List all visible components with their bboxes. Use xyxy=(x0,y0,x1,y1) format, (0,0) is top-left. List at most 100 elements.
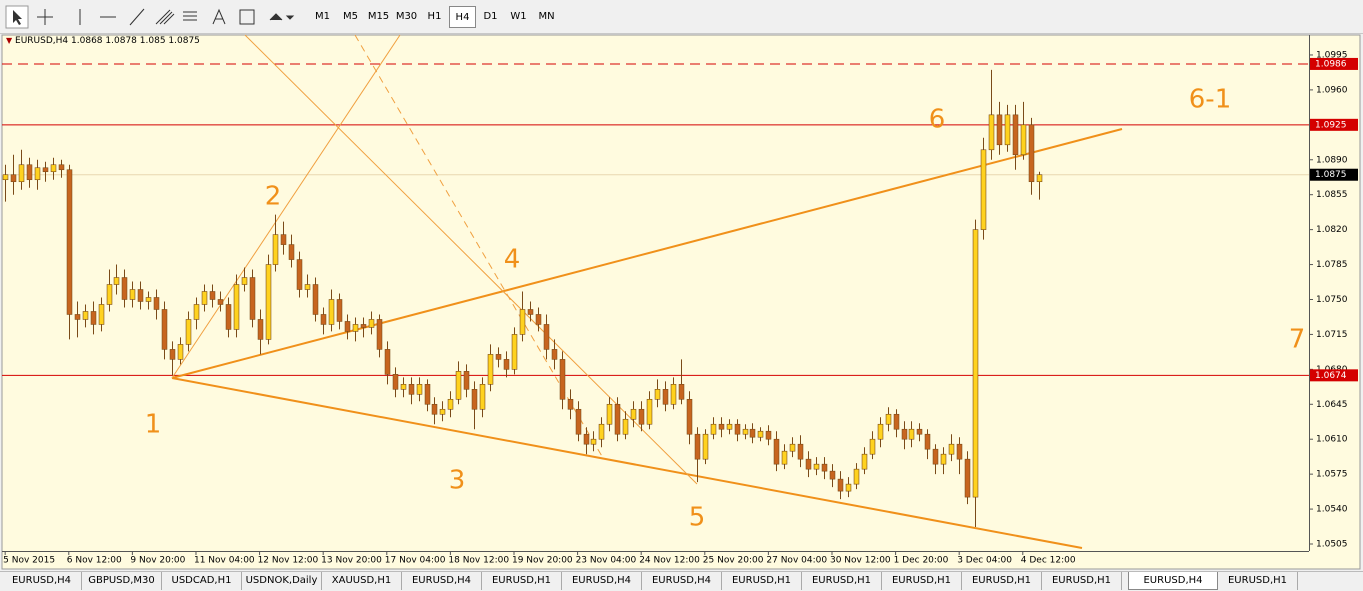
chart-tab[interactable]: EURUSD,H1 xyxy=(722,572,802,590)
x-tick-label: 23 Nov 04:00 xyxy=(576,556,637,566)
x-tick-label: 30 Nov 12:00 xyxy=(830,556,891,566)
chart-header: ▼ EURUSD,H4 1.0868 1.0878 1.085 1.0875 xyxy=(6,36,200,46)
trendline-tool[interactable] xyxy=(129,8,145,26)
candle-body xyxy=(225,304,232,330)
y-tick-label: 1.0785 xyxy=(1316,260,1348,270)
toolbar: M1 M5 M15 M30 H1 H4 D1 W1 MN xyxy=(0,0,1363,34)
chart-tab[interactable]: EURUSD,H1 xyxy=(962,572,1042,590)
candle-body xyxy=(1012,114,1019,156)
candle-body xyxy=(272,234,279,265)
arrows-tool[interactable] xyxy=(269,13,295,21)
candle-body xyxy=(821,463,828,472)
candle-body xyxy=(10,174,17,183)
candles xyxy=(2,69,1043,528)
chart-tab[interactable]: USDCAD,H1 xyxy=(162,572,242,590)
chart-tab[interactable]: EURUSD,H4 xyxy=(642,572,722,590)
chart-tab[interactable]: EURUSD,H1 xyxy=(482,572,562,590)
x-tick-label: 17 Nov 04:00 xyxy=(385,556,446,566)
candle-body xyxy=(789,443,796,452)
candle-body xyxy=(598,423,605,440)
candle-body xyxy=(916,428,923,435)
candle-body xyxy=(757,430,764,438)
candle-body xyxy=(845,483,852,492)
candle-body xyxy=(869,438,876,455)
x-tick-label: 1 Dec 20:00 xyxy=(894,556,949,566)
timeframe-button[interactable]: MN xyxy=(538,11,555,22)
candle-body xyxy=(686,398,693,435)
candle-body xyxy=(336,299,343,322)
candle-body xyxy=(113,277,120,285)
candle-body xyxy=(42,167,49,173)
timeframe-button[interactable]: D1 xyxy=(483,11,498,22)
ohlc-low: 1.085 xyxy=(139,36,166,46)
label-tool[interactable] xyxy=(239,9,255,25)
trend-line xyxy=(244,34,698,485)
crosshair-tool[interactable] xyxy=(37,9,53,25)
chart-tab[interactable]: EURUSD,H4 xyxy=(1128,572,1218,590)
bid-label: 1.0875 xyxy=(1315,170,1347,180)
candle-body xyxy=(455,371,462,400)
candle-body xyxy=(320,314,327,325)
candle-body xyxy=(98,304,105,325)
candle-body xyxy=(630,408,637,420)
channel-tool[interactable] xyxy=(155,9,175,25)
x-tick-label: 9 Nov 20:00 xyxy=(130,556,185,566)
chart-tab[interactable]: EURUSD,H1 xyxy=(1218,572,1298,590)
drawing-tools xyxy=(5,5,295,29)
chart-tab[interactable]: EURUSD,H4 xyxy=(562,572,642,590)
timeframe-button[interactable]: M5 xyxy=(343,11,358,22)
chart-tab[interactable]: EURUSD,H1 xyxy=(802,572,882,590)
candle-body xyxy=(567,398,574,410)
candle-body xyxy=(217,299,224,305)
candle-body xyxy=(169,349,176,360)
candle-body xyxy=(718,423,725,430)
timeframe-button[interactable]: H1 xyxy=(427,11,442,22)
candle-body xyxy=(1028,124,1035,183)
wave-label: 3 xyxy=(449,466,466,496)
timeframe-button[interactable]: M30 xyxy=(395,11,418,22)
chart-tab[interactable]: XAUUSD,H1 xyxy=(322,572,402,590)
text-tool[interactable] xyxy=(212,8,226,25)
y-tick-label: 1.0890 xyxy=(1316,155,1348,165)
chart-tab[interactable]: USDNOK,Daily xyxy=(242,572,322,590)
wave-label: 6-1 xyxy=(1189,85,1231,115)
wave-label: 7 xyxy=(1289,325,1306,355)
timeframe-button[interactable]: M1 xyxy=(315,11,330,22)
ohlc-high: 1.0878 xyxy=(105,36,137,46)
candle-body xyxy=(344,321,351,332)
x-tick-label: 3 Dec 04:00 xyxy=(957,556,1012,566)
price-label: 1.0986 xyxy=(1315,59,1347,69)
y-tick-label: 1.0820 xyxy=(1316,225,1348,235)
candle-body xyxy=(328,299,335,325)
bid-label-box xyxy=(1310,168,1358,181)
candle-body xyxy=(638,408,645,425)
candle-body xyxy=(765,430,772,440)
candle-body xyxy=(241,277,248,285)
timeframe-button[interactable]: H4 xyxy=(449,6,476,28)
candle-body xyxy=(368,319,375,328)
chart-tab[interactable]: EURUSD,H4 xyxy=(2,572,82,590)
candle-body xyxy=(932,448,939,465)
x-tick-label: 11 Nov 04:00 xyxy=(194,556,255,566)
candle-body xyxy=(312,284,319,315)
candle-body xyxy=(813,463,820,470)
wave-label: 4 xyxy=(504,245,521,275)
candle-body xyxy=(360,324,367,328)
candle-body xyxy=(129,289,136,300)
price-label: 1.0674 xyxy=(1315,371,1347,381)
candle-body xyxy=(662,389,669,405)
candle-body xyxy=(177,344,184,360)
chart-tab[interactable]: EURUSD,H1 xyxy=(1042,572,1122,590)
fibo-tool[interactable] xyxy=(183,11,197,21)
candle-body xyxy=(26,164,33,181)
chart-tab[interactable]: GBPUSD,M30 xyxy=(82,572,162,590)
timeframe-button[interactable]: M15 xyxy=(367,11,390,22)
timeframe-button[interactable]: W1 xyxy=(510,11,527,22)
candle-body xyxy=(249,277,256,320)
candle-body xyxy=(559,359,566,400)
candle-body xyxy=(734,423,741,435)
candle-body xyxy=(511,334,518,370)
chart-tab[interactable]: EURUSD,H4 xyxy=(402,572,482,590)
chart-tab[interactable]: EURUSD,H1 xyxy=(882,572,962,590)
